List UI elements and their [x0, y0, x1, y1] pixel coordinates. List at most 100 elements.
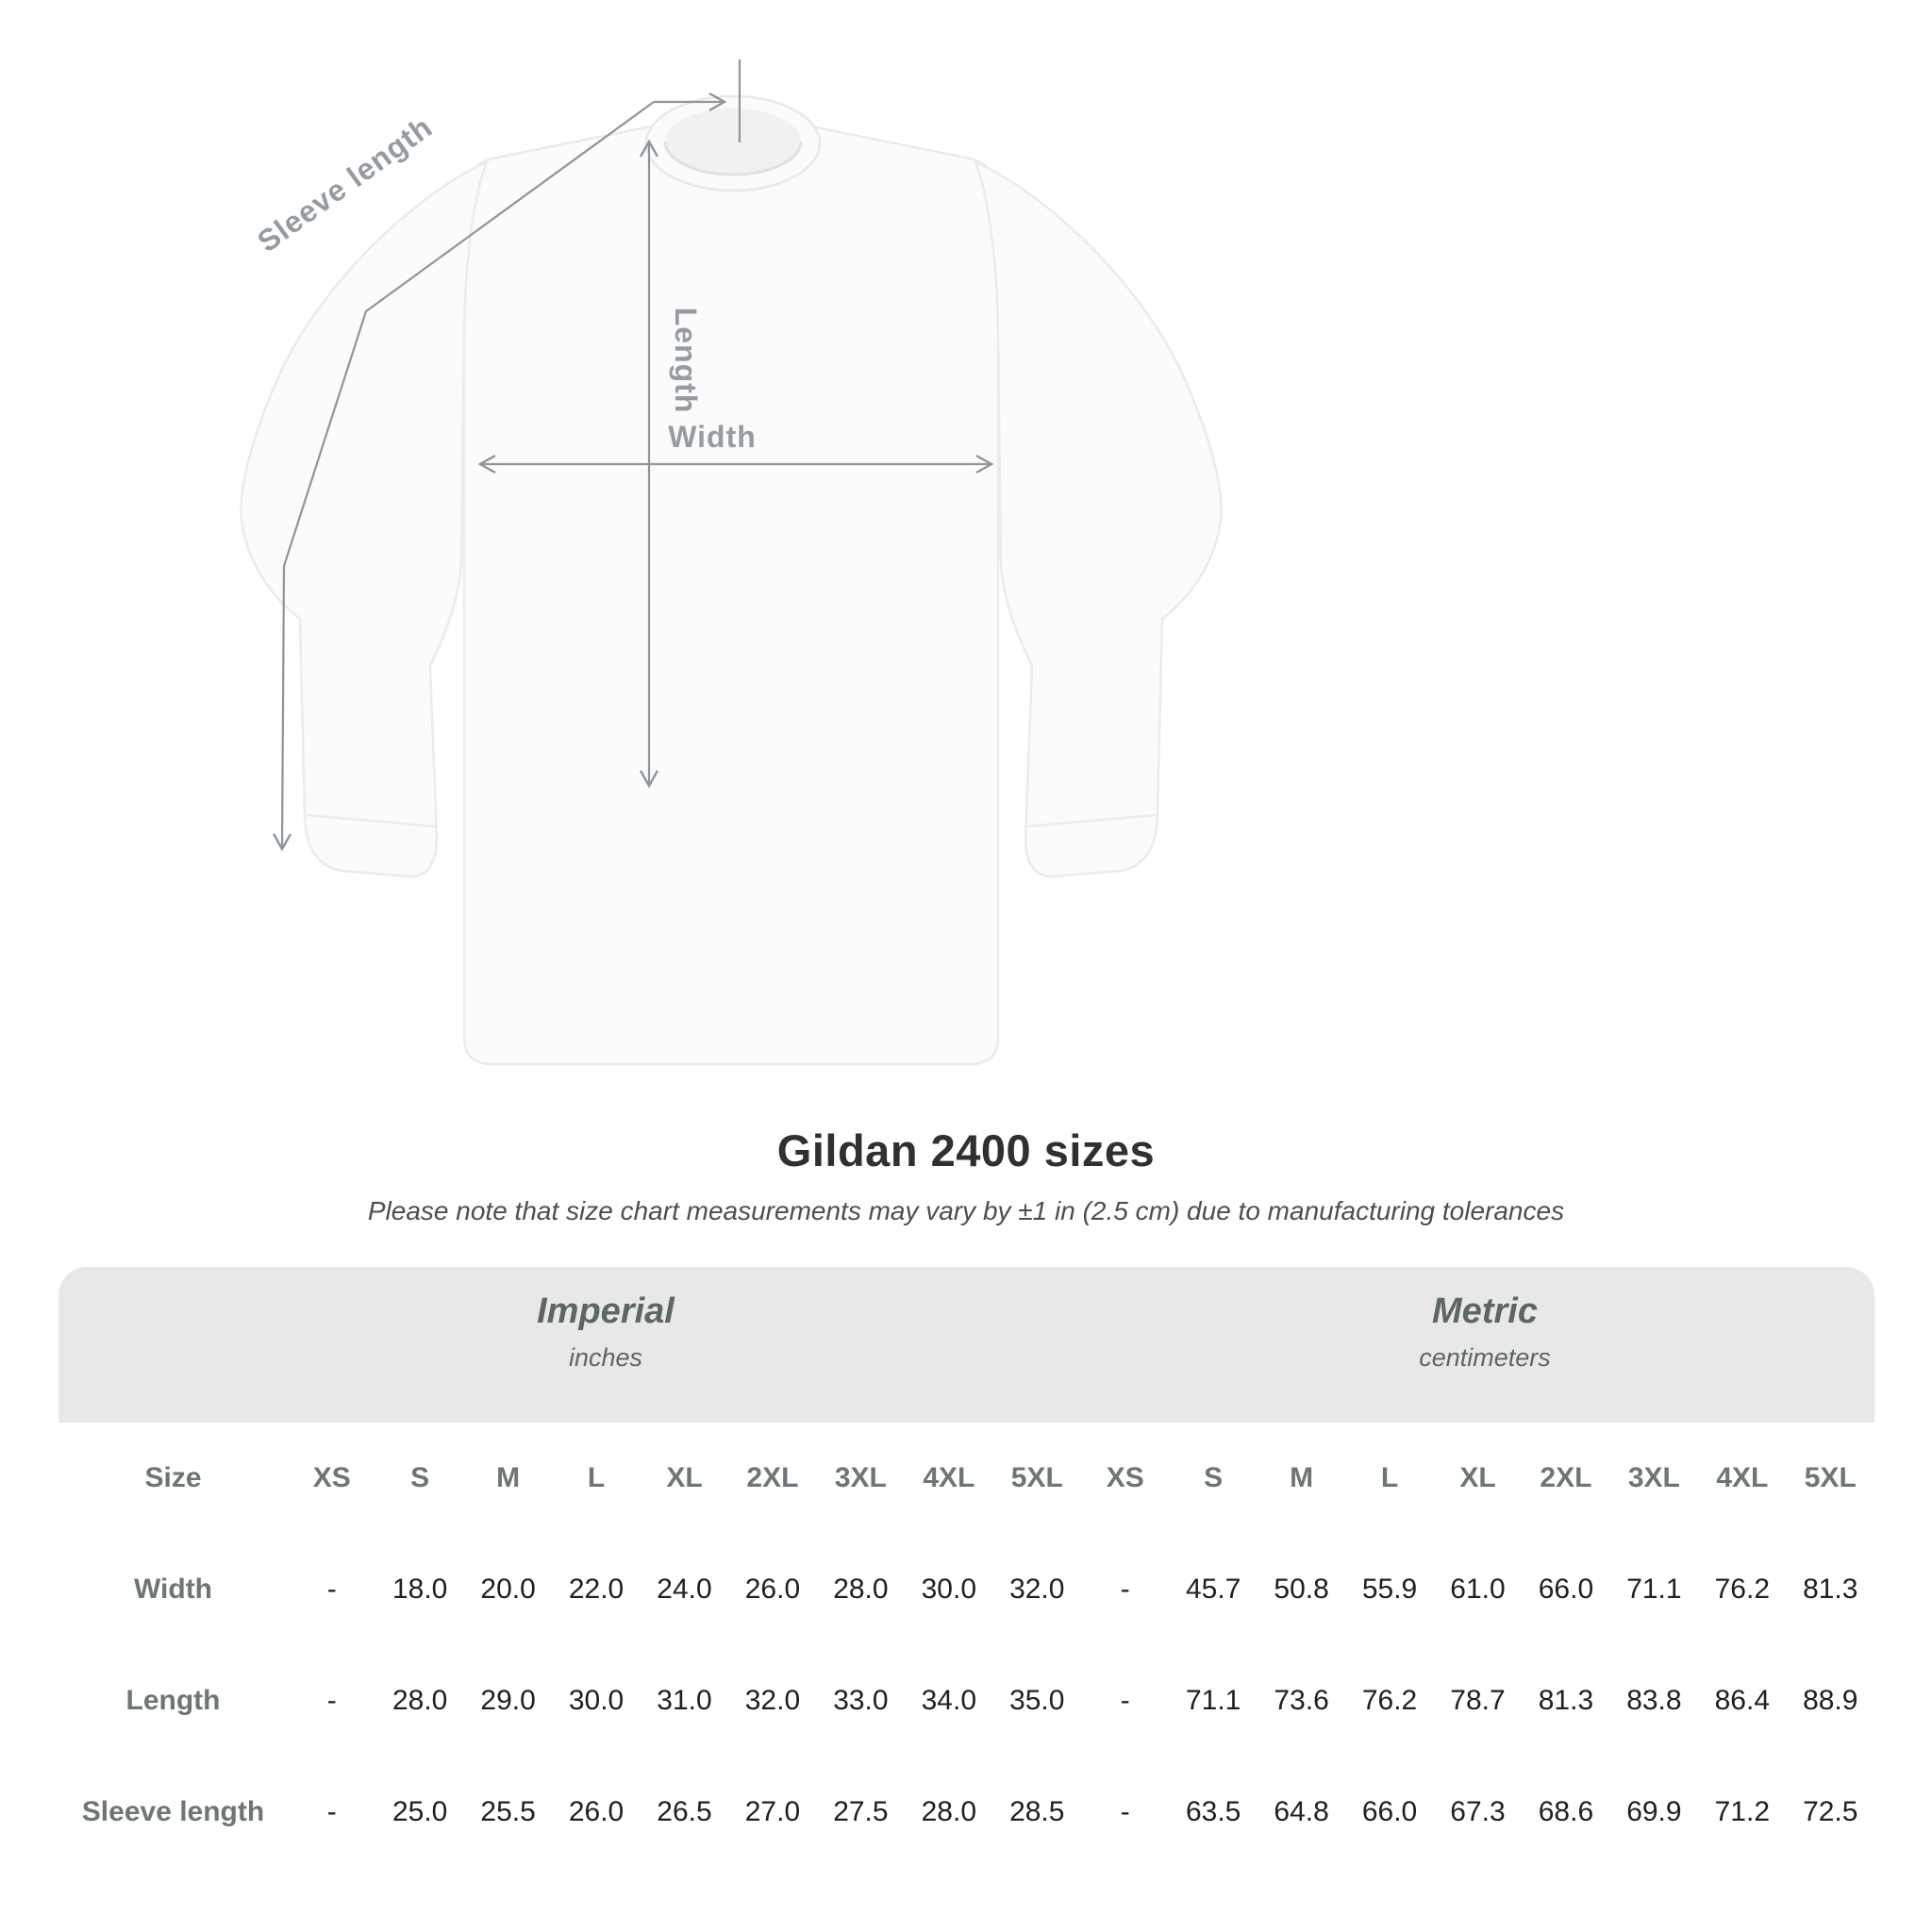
shirt-collar-opening — [665, 108, 801, 175]
shirt-body — [462, 118, 1000, 1066]
table-cell: 63.5 — [1185, 1796, 1241, 1827]
size-col-header: 3XL — [1627, 1462, 1680, 1493]
size-col-header: 2XL — [1540, 1462, 1592, 1493]
table-cell: 25.0 — [391, 1796, 448, 1827]
size-col-header: XS — [1106, 1462, 1144, 1493]
table-cell: - — [1120, 1796, 1130, 1827]
size-col-header: M — [496, 1462, 521, 1493]
metric-header: Metric centimeters — [1108, 1291, 1862, 1373]
unit-header-band: Imperial inches Metric centimeters — [58, 1267, 1874, 1423]
table-cell: 68.6 — [1538, 1796, 1594, 1827]
shirt-left-cuff-seam — [306, 813, 436, 828]
size-col-header: 4XL — [923, 1462, 975, 1493]
size-col-header: XL — [1459, 1462, 1496, 1493]
size-col-header: L — [587, 1462, 606, 1493]
table-cell: 76.2 — [1714, 1574, 1771, 1605]
table-cell: 27.5 — [833, 1796, 889, 1827]
table-cell: 32.0 — [744, 1685, 801, 1716]
shirt-right-sleeve — [973, 159, 1223, 878]
table-cell: 28.0 — [833, 1574, 889, 1605]
table-cell: 25.5 — [480, 1796, 536, 1827]
table-cell: 28.0 — [391, 1685, 448, 1716]
table-cell: 33.0 — [833, 1685, 889, 1716]
table-cell: 45.7 — [1185, 1574, 1241, 1605]
table-cell: 78.7 — [1450, 1685, 1506, 1716]
table-cell: 28.5 — [1009, 1796, 1065, 1827]
table-cell: 88.9 — [1803, 1685, 1858, 1716]
shirt-collar-shadow — [663, 141, 803, 176]
size-col-header: M — [1290, 1462, 1314, 1493]
table-cell: 30.0 — [568, 1685, 625, 1716]
table-cell: 24.0 — [657, 1574, 712, 1605]
page-title: Gildan 2400 sizes — [776, 1125, 1156, 1175]
table-cell: 29.0 — [480, 1685, 536, 1716]
metric-title: Metric — [1432, 1291, 1538, 1331]
table-cell: 61.0 — [1450, 1574, 1506, 1605]
size-col-header: S — [1204, 1462, 1224, 1493]
table-cell: - — [1120, 1685, 1130, 1716]
table-cell: 69.9 — [1626, 1796, 1682, 1827]
row-label-length: Length — [125, 1685, 221, 1716]
table-cell: 71.2 — [1714, 1796, 1771, 1827]
table-cell: - — [326, 1574, 337, 1605]
table-cell: 35.0 — [1009, 1685, 1065, 1716]
table-cell: 64.8 — [1274, 1796, 1329, 1827]
table-cell: 27.0 — [744, 1796, 801, 1827]
row-label-sleeve-length: Sleeve length — [81, 1796, 265, 1827]
table-cell: 73.6 — [1274, 1685, 1329, 1716]
table-cell: 28.0 — [921, 1796, 977, 1827]
table-cell: 71.1 — [1626, 1574, 1682, 1605]
table-cell: 50.8 — [1274, 1574, 1329, 1605]
table-cell: - — [1120, 1574, 1130, 1605]
imperial-title: Imperial — [537, 1291, 675, 1331]
table-cell: 67.3 — [1450, 1796, 1506, 1827]
table-cell: 31.0 — [657, 1685, 712, 1716]
size-grid: Size XS S M L XL 2XL 3XL 4XL 5XL XS S M … — [58, 1423, 1874, 1868]
measurement-lines — [273, 59, 994, 852]
shirt-illustration — [240, 94, 1223, 1066]
imperial-unit: inches — [568, 1343, 643, 1372]
table-cell: 76.2 — [1361, 1685, 1418, 1716]
table-cell: 32.0 — [1009, 1574, 1065, 1605]
size-col-header: 5XL — [1010, 1462, 1063, 1493]
shirt-right-cuff-seam — [1026, 813, 1157, 828]
width-label: Width — [668, 420, 757, 454]
table-cell: 18.0 — [391, 1574, 448, 1605]
table-cell: 71.1 — [1185, 1685, 1241, 1716]
table-cell: 83.8 — [1626, 1685, 1682, 1716]
sleeve-length-line — [273, 101, 655, 852]
size-col-header: XL — [666, 1462, 703, 1493]
size-col-header: L — [1380, 1462, 1399, 1493]
table-cell: 34.0 — [921, 1685, 977, 1716]
table-cell: 66.0 — [1361, 1796, 1418, 1827]
table-cell: 22.0 — [568, 1574, 625, 1605]
table-cell: 86.4 — [1714, 1685, 1771, 1716]
size-col-header: XS — [312, 1462, 351, 1493]
table-cell: 20.0 — [480, 1574, 536, 1605]
table-cell: 26.0 — [568, 1796, 625, 1827]
table-cell: 81.3 — [1803, 1574, 1858, 1605]
size-col-header: 3XL — [834, 1462, 887, 1493]
table-cell: 26.5 — [657, 1796, 712, 1827]
table-cell: 30.0 — [921, 1574, 977, 1605]
metric-unit: centimeters — [1419, 1343, 1551, 1372]
table-cell: 26.0 — [744, 1574, 801, 1605]
table-cell: - — [326, 1685, 337, 1716]
table-cell: - — [326, 1796, 337, 1827]
length-label: Length — [669, 308, 703, 414]
size-col-header: 2XL — [746, 1462, 799, 1493]
table-cell: 55.9 — [1361, 1574, 1418, 1605]
size-corner-header: Size — [144, 1462, 202, 1493]
size-col-header: 4XL — [1716, 1462, 1769, 1493]
size-col-header: 5XL — [1804, 1462, 1857, 1493]
size-table: Imperial inches Metric centimeters Size … — [58, 1267, 1874, 1868]
size-col-header: S — [410, 1462, 430, 1493]
table-cell: 66.0 — [1538, 1574, 1594, 1605]
table-cell: 72.5 — [1803, 1796, 1858, 1827]
imperial-header: Imperial inches — [228, 1291, 983, 1373]
shirt-left-sleeve — [240, 159, 490, 878]
shirt-diagram: Sleeve length Length Width — [240, 59, 1223, 1066]
tolerance-note: Please note that size chart measurements… — [367, 1196, 1565, 1225]
row-label-width: Width — [133, 1574, 213, 1605]
